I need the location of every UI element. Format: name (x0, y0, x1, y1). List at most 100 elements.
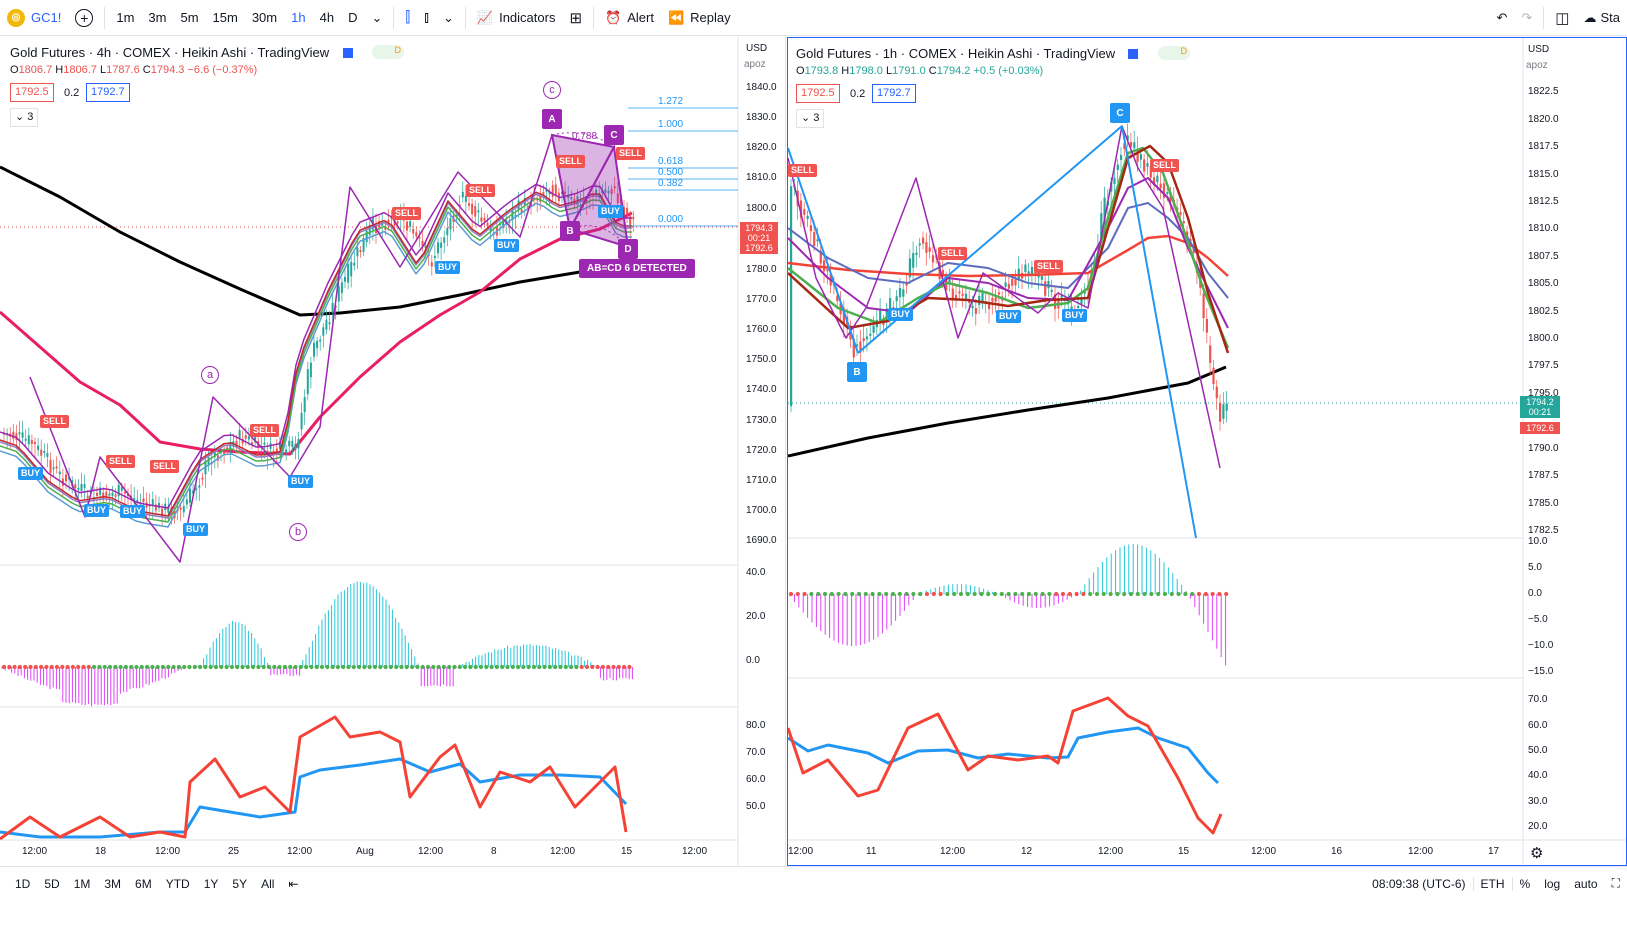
right-macd-dot (1006, 591, 1011, 597)
right-candle (988, 302, 991, 310)
range-3m[interactable]: 3M (104, 876, 122, 891)
left-collapse-toggle[interactable]: ⌄ 3 (10, 108, 39, 127)
auto-scale-button[interactable]: auto (1574, 876, 1598, 891)
clock[interactable]: 08:09:38 (UTC-6) (1372, 876, 1466, 891)
fullscreen-button[interactable]: ⛶ (1605, 876, 1627, 891)
interval-1m[interactable]: 1m (116, 10, 135, 25)
log-scale-button[interactable]: log (1544, 876, 1561, 891)
interval-1h[interactable]: 1h (291, 10, 306, 25)
right-macd-dot (1224, 591, 1229, 597)
interval-3m[interactable]: 3m (148, 10, 167, 25)
left-candle (542, 192, 545, 195)
left-rsi-blue (0, 757, 628, 839)
percent-scale-button[interactable]: % (1519, 876, 1531, 891)
save-layout-button[interactable]: ☁ Sta (1576, 0, 1627, 36)
replay-button[interactable]: ⏪ Replay (661, 0, 738, 36)
left-currency[interactable]: USD (746, 43, 768, 54)
left-macd-dot (606, 664, 611, 670)
left-high: 1806.7 (63, 64, 97, 76)
interval-4h[interactable]: 4h (319, 10, 335, 25)
left-fib-label: 1.000 (658, 119, 684, 130)
interval-5m[interactable]: 5m (180, 10, 199, 25)
left-candle (356, 247, 359, 257)
left-macd-dot (293, 664, 298, 670)
left-buy-price[interactable]: 1792.7 (86, 83, 130, 102)
left-candle (18, 432, 21, 435)
left-chart-canvas[interactable] (0, 37, 786, 866)
left-price-tick: 1690.0 (746, 535, 777, 546)
symbol-label: GC1! (31, 10, 62, 25)
left-candle (340, 282, 343, 293)
settings-button[interactable]: ⚙ (1530, 844, 1543, 862)
left-macd-dot (256, 664, 261, 670)
right-chart-pane[interactable]: Gold Futures · 1h · COMEX · Heikin Ashi … (787, 37, 1627, 866)
right-signal-buy: BUY (996, 310, 1022, 323)
chart-line-icon: 📈 (476, 9, 494, 25)
right-sell-price[interactable]: 1792.5 (796, 84, 840, 103)
layout-label: Sta (1600, 10, 1620, 25)
session-button[interactable]: ETH (1472, 876, 1513, 891)
right-macd-dot (809, 591, 814, 597)
left-candle (489, 226, 492, 232)
left-candle (585, 200, 588, 203)
right-osc-tick: −5.0 (1528, 614, 1548, 625)
left-chart-pane[interactable]: Gold Futures · 4h · COMEX · Heikin Ashi … (0, 37, 786, 866)
right-candle (806, 215, 809, 219)
interval-d[interactable]: D (348, 10, 358, 25)
left-macd-dot (145, 664, 150, 670)
left-signal-buy: BUY (120, 505, 146, 518)
range-6m[interactable]: 6M (135, 876, 152, 891)
right-candle (918, 243, 921, 246)
range-ytd[interactable]: YTD (165, 876, 190, 891)
intervals-dropdown[interactable]: ⌄ (364, 0, 389, 36)
redo-button[interactable]: ↷ (1514, 0, 1539, 36)
templates-button[interactable]: ⊞ (562, 0, 589, 36)
range-1d[interactable]: 1D (15, 876, 31, 891)
layout-button[interactable]: ◫ (1548, 0, 1576, 36)
left-rsi-tick: 50.0 (746, 801, 766, 812)
left-candle (142, 498, 145, 503)
left-scale-mode[interactable]: apoz (744, 59, 766, 70)
interval-30m[interactable]: 30m (251, 10, 278, 25)
left-candle (120, 486, 123, 491)
left-candle (52, 467, 55, 470)
interval-15m[interactable]: 15m (212, 10, 238, 25)
left-macd-dot (584, 664, 590, 670)
chart-type-button[interactable]: ⫾ (417, 0, 436, 36)
right-collapse-toggle[interactable]: ⌄ 3 (796, 109, 825, 128)
compare-button[interactable]: + (68, 0, 100, 36)
right-macd-dot (1169, 591, 1174, 597)
left-macd-dot (478, 664, 484, 670)
right-candle (1040, 276, 1043, 280)
left-candle (319, 339, 322, 342)
alert-button[interactable]: ⏰ Alert (598, 0, 661, 36)
range-5d[interactable]: 5D (44, 876, 60, 891)
right-chart-canvas[interactable] (788, 38, 1626, 865)
left-sell-price[interactable]: 1792.5 (10, 83, 54, 102)
right-candle (1024, 264, 1027, 273)
symbol-search[interactable]: ◎ GC1! (0, 0, 68, 36)
range-1y[interactable]: 1Y (203, 876, 219, 891)
left-signal-buy: BUY (288, 475, 314, 488)
right-candle (1222, 404, 1225, 419)
right-currency[interactable]: USD (1528, 44, 1550, 55)
left-candle (353, 262, 356, 266)
right-macd-dot (1101, 591, 1106, 597)
range-all[interactable]: All (261, 876, 275, 891)
left-candle (632, 216, 635, 220)
chart-type-dropdown[interactable]: ⌄ (436, 0, 461, 36)
right-scale-mode[interactable]: apoz (1526, 60, 1548, 71)
right-buy-price[interactable]: 1792.7 (872, 84, 916, 103)
range-1m[interactable]: 1M (73, 876, 91, 891)
bar-style-button[interactable]: ⫿ (398, 0, 417, 36)
indicators-button[interactable]: 📈 Indicators (470, 0, 563, 36)
right-time-tick: 12:00 (1408, 846, 1434, 857)
left-candle (313, 342, 315, 357)
range-5y[interactable]: 5Y (232, 876, 248, 891)
right-candle (1136, 149, 1139, 162)
left-candle (415, 232, 418, 237)
goto-date-button[interactable]: ⇤ (281, 877, 305, 891)
left-candle (486, 222, 489, 227)
undo-button[interactable]: ↶ (1489, 0, 1514, 36)
right-candle (951, 288, 954, 300)
